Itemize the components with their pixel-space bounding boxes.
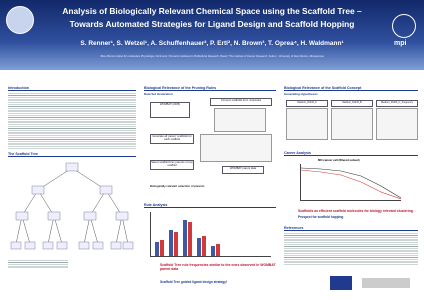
- logo-seal: [6, 6, 34, 34]
- hypothesis-label: Medium_FGFR_C_Frequency: [376, 100, 418, 107]
- conclusion: Scaffolds as efficient scaffold molecule…: [298, 209, 413, 213]
- molecule-image: [214, 108, 266, 132]
- conclusion: Prospect for scaffold hopping: [298, 215, 344, 219]
- rule-chart: [150, 212, 271, 257]
- tree-svg: [10, 162, 134, 250]
- section-heading: Biological Relevance of the Pruning Rule…: [144, 86, 276, 91]
- references-text: [284, 233, 418, 265]
- flow-box: WOMBAT parent data: [222, 166, 264, 174]
- section-heading: The Scaffold Tree: [8, 152, 136, 157]
- conclusion: Scaffold Tree rule frequencies similar t…: [160, 263, 276, 271]
- section-heading: Biological Relevance of the Scaffold Con…: [284, 86, 418, 91]
- career-chart: [300, 164, 402, 201]
- title-line: Towards Automated Strategies for Ligand …: [69, 19, 355, 29]
- hypothesis-label: Medium_FGFR_B: [331, 100, 373, 107]
- flow-box: Select scaffold from parents of one scaf…: [150, 160, 194, 170]
- career-chart-svg: [300, 167, 402, 200]
- body-text: [8, 93, 136, 149]
- logo-sponsor: [362, 278, 410, 288]
- flow-box: Generate all 'parent' scaffolds for each…: [150, 134, 194, 144]
- affiliations: ¹Max-Planck-Institut für molekulare Phys…: [100, 55, 324, 58]
- molecule-image: [331, 108, 373, 140]
- chart-title: MO cancer cell (filtered subset): [318, 158, 360, 162]
- section-heading: References: [284, 226, 418, 231]
- section-heading: Rule Analysis: [144, 203, 276, 208]
- sub-heading: Generating Hypotheses: [284, 92, 318, 96]
- header-band: [0, 0, 424, 70]
- rule-chart-svg: [155, 220, 220, 256]
- flow-result: Biologically relevant selection of paren…: [150, 184, 205, 188]
- tree-diagram: [8, 160, 136, 282]
- molecule-image: [200, 134, 272, 162]
- section-heading: Career Analysis: [284, 151, 418, 156]
- logo-eu: [330, 276, 352, 290]
- section-heading: Introduction: [8, 86, 136, 91]
- molecule-image: [376, 108, 418, 140]
- caption: [8, 260, 68, 268]
- molecule-image: [286, 108, 328, 140]
- sub-heading: Data Set Generation: [144, 92, 173, 96]
- hypothesis-label: Medium_FGFR_A: [286, 100, 328, 107]
- logo-text: mpi: [394, 40, 407, 47]
- flow-box: WOMBAT (2005): [150, 102, 190, 118]
- authors: S. Renner¹, S. Wetzel¹, A. Schuffenhauer…: [80, 40, 344, 47]
- conclusion: Scaffold Tree guided ligand design strat…: [160, 280, 228, 284]
- logo-mpi-circle: [392, 14, 416, 38]
- title-line: Analysis of Biologically Relevant Chemic…: [62, 6, 362, 16]
- flow-box: Connect scaffolds from molecules: [210, 98, 272, 106]
